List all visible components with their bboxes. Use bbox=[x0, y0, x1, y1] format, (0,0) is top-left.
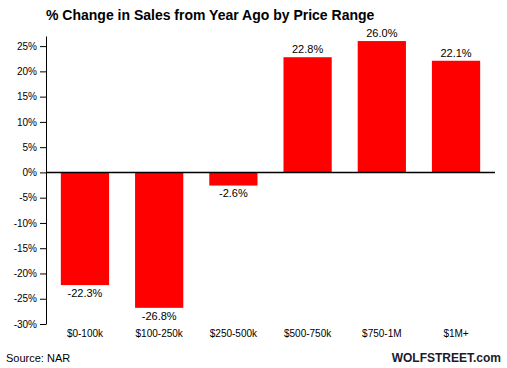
y-tick: 0% bbox=[23, 167, 46, 178]
bars bbox=[61, 41, 480, 308]
data-label: -2.6% bbox=[219, 187, 248, 199]
y-tick-label: 10% bbox=[17, 117, 37, 128]
x-tick-label: $100-250k bbox=[136, 328, 184, 339]
bar bbox=[432, 61, 480, 173]
x-tick: $750-1M bbox=[362, 324, 401, 339]
x-tick-label: $0-100k bbox=[67, 328, 104, 339]
y-tick-mark bbox=[40, 299, 46, 300]
bar bbox=[283, 57, 331, 172]
y-tick-mark bbox=[40, 172, 46, 173]
y-tick-label: -15% bbox=[14, 243, 37, 254]
y-tick-label: -30% bbox=[14, 319, 37, 330]
y-tick: -15% bbox=[14, 243, 46, 254]
x-axis: $0-100k $100-250k $250-500k $500-750k $750-1… bbox=[67, 324, 469, 339]
y-tick-mark bbox=[40, 273, 46, 274]
zero-line bbox=[46, 172, 495, 174]
y-tick: -10% bbox=[14, 218, 46, 229]
y-tick: 5% bbox=[23, 142, 46, 153]
data-label: 26.0% bbox=[366, 27, 397, 39]
x-tick-label: $750-1M bbox=[362, 328, 401, 339]
y-tick: -20% bbox=[14, 268, 46, 279]
y-tick-label: -5% bbox=[19, 192, 37, 203]
y-tick: 20% bbox=[17, 66, 46, 77]
x-tick: $100-250k bbox=[136, 324, 184, 339]
source-note: Source: NAR bbox=[6, 352, 70, 364]
y-tick: -30% bbox=[14, 319, 46, 330]
data-label: 22.8% bbox=[292, 43, 323, 55]
x-tick-label: $1M+ bbox=[443, 328, 468, 339]
y-tick-mark bbox=[40, 97, 46, 98]
y-tick-mark bbox=[40, 71, 46, 72]
y-tick: -25% bbox=[14, 293, 46, 304]
y-tick-mark bbox=[40, 147, 46, 148]
title: % Change in Sales from Year Ago by Price… bbox=[46, 7, 375, 23]
y-tick: -5% bbox=[19, 192, 46, 203]
y-axis-line bbox=[46, 37, 47, 325]
data-label: 22.1% bbox=[440, 47, 471, 59]
x-tick: $500-750k bbox=[284, 324, 332, 339]
x-tick-label: $500-750k bbox=[284, 328, 332, 339]
y-tick-label: -10% bbox=[14, 218, 37, 229]
y-axis: -30% -25% -20% -15% -10% -5% 0% 5% 10% 15% 20% 25% bbox=[14, 37, 47, 330]
y-tick: 15% bbox=[17, 91, 46, 102]
data-label: -22.3% bbox=[68, 287, 103, 299]
chart: -30% -25% -20% -15% -10% -5% 0% 5% 10% 15% 20% 25% $… bbox=[0, 0, 507, 368]
data-labels: -22.3% -26.8% -2.6% 22.8% 26.0% 22.1% bbox=[68, 27, 472, 322]
y-tick-label: 20% bbox=[17, 66, 37, 77]
x-tick-label: $250-500k bbox=[210, 328, 258, 339]
y-tick-label: 5% bbox=[23, 142, 38, 153]
y-tick-mark bbox=[40, 198, 46, 199]
y-tick: 10% bbox=[17, 117, 46, 128]
x-tick: $0-100k bbox=[67, 324, 104, 339]
y-tick-mark bbox=[40, 248, 46, 249]
x-tick: $1M+ bbox=[443, 324, 468, 339]
y-tick-label: -20% bbox=[14, 268, 37, 279]
y-tick-mark bbox=[40, 46, 46, 47]
y-tick-label: -25% bbox=[14, 293, 37, 304]
bar bbox=[135, 172, 183, 307]
y-tick-label: 25% bbox=[17, 41, 37, 52]
y-tick-label: 0% bbox=[23, 167, 38, 178]
y-tick-mark bbox=[40, 122, 46, 123]
bar bbox=[61, 172, 109, 285]
x-tick: $250-500k bbox=[210, 324, 258, 339]
watermark: WOLFSTREET.com bbox=[392, 351, 501, 365]
bar bbox=[209, 172, 257, 185]
y-tick-mark bbox=[40, 324, 46, 325]
y-tick-mark bbox=[40, 223, 46, 224]
y-tick: 25% bbox=[17, 41, 46, 52]
y-tick-label: 15% bbox=[17, 91, 37, 102]
plot: -30% -25% -20% -15% -10% -5% 0% 5% 10% 15% 20% 25% $… bbox=[14, 27, 495, 339]
bar bbox=[358, 41, 406, 172]
data-label: -26.8% bbox=[142, 310, 177, 322]
